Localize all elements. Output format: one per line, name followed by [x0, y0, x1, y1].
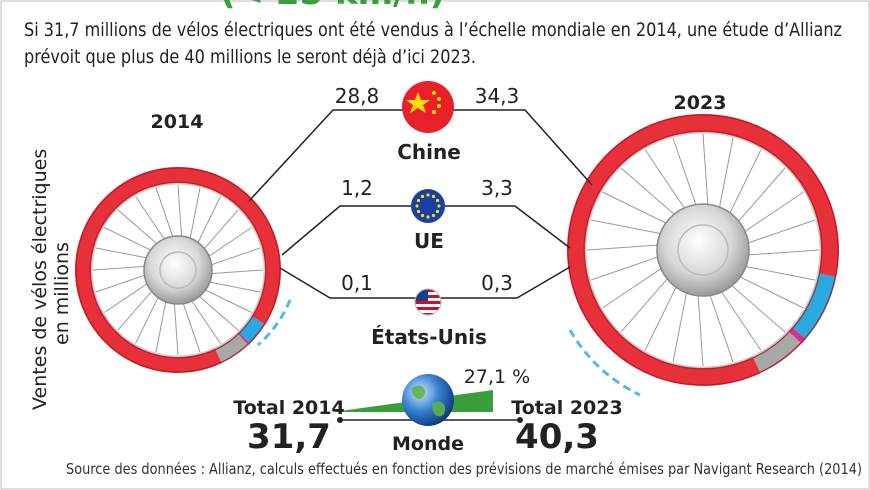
eu-flag-icon — [411, 189, 445, 223]
eu-star — [420, 194, 425, 199]
total-2014-label: Total 2014 — [233, 397, 344, 419]
value-etats-unis-2023: 0,3 — [481, 271, 513, 295]
y-axis-label-line-2: en millions — [51, 242, 73, 345]
wheel-2023-hub — [656, 203, 750, 297]
wheel-2023-tire-etats-unis — [788, 327, 806, 344]
world-label: Monde — [392, 433, 464, 455]
value-chine-2023: 34,3 — [475, 84, 520, 108]
year-label-2023: 2023 — [674, 92, 727, 114]
country-label-chine: Chine — [397, 140, 461, 164]
intro-line-2: prévoit que plus de 40 millions le seron… — [24, 46, 476, 68]
globe-icon — [402, 374, 454, 426]
totals-line-start-dot — [337, 417, 343, 423]
eu-star — [426, 215, 430, 219]
usa-flag-icon — [414, 288, 442, 316]
wheel-2023-tire — [567, 114, 839, 386]
growth-percent: 27,1 % — [464, 366, 530, 388]
wheel-2023-tire-chine — [567, 114, 839, 386]
eu-star — [420, 213, 425, 218]
source-note: Source des données : Allianz, calculs ef… — [66, 460, 862, 478]
eu-star — [435, 198, 440, 203]
wheel-2014-tire-outer-edge — [75, 167, 281, 373]
value-chine-2014: 28,8 — [335, 84, 380, 108]
eu-star — [416, 198, 421, 203]
eu-star — [431, 213, 436, 218]
eu-star — [416, 209, 421, 214]
eu-star — [435, 209, 440, 214]
eu-star — [415, 204, 419, 208]
wheel-2014-hub-ring — [159, 251, 197, 289]
intro-line-1: Si 31,7 millions de vélos électriques on… — [24, 19, 842, 41]
totals-line-end-dot — [517, 417, 523, 423]
wheel-2023-tire-inner-edge — [583, 130, 823, 370]
wheel-2014-hub — [143, 235, 213, 305]
wheel-2014-tire — [75, 167, 281, 373]
total-2023-value: 40,3 — [515, 417, 599, 457]
clipped-title: (< 25 km/h) — [220, 0, 445, 13]
value-ue-2023: 3,3 — [481, 176, 513, 200]
y-axis-label-line-1: Ventes de vélos électriques — [29, 149, 51, 410]
wheel-2023-tire-outer-edge — [567, 114, 839, 386]
wheel-2014 — [75, 167, 281, 373]
value-etats-unis-2014: 0,1 — [341, 271, 373, 295]
wheel-2023 — [567, 114, 839, 386]
country-label-etats-unis: États-Unis — [371, 325, 487, 349]
wheel-2023-tire-ue — [792, 273, 837, 340]
motion-arc-2014 — [257, 299, 292, 347]
wheel-2023-hub-ring — [677, 224, 729, 276]
eu-star — [437, 204, 441, 208]
total-2014-value: 31,7 — [247, 417, 331, 457]
eu-star — [431, 194, 436, 199]
wheel-2014-tire-ue — [238, 315, 266, 344]
eu-star — [426, 193, 430, 197]
country-label-ue: UE — [414, 229, 444, 253]
total-2023-label: Total 2023 — [511, 397, 622, 419]
china-flag-icon — [402, 81, 454, 133]
wheel-2023-tire-rest — [752, 331, 802, 374]
wheel-2014-tire-chine — [75, 167, 281, 373]
value-ue-2014: 1,2 — [341, 176, 373, 200]
year-label-2014: 2014 — [151, 111, 204, 133]
wheel-2014-tire-etats-unis — [237, 332, 251, 346]
wheel-2014-tire-inner-edge — [89, 181, 267, 359]
